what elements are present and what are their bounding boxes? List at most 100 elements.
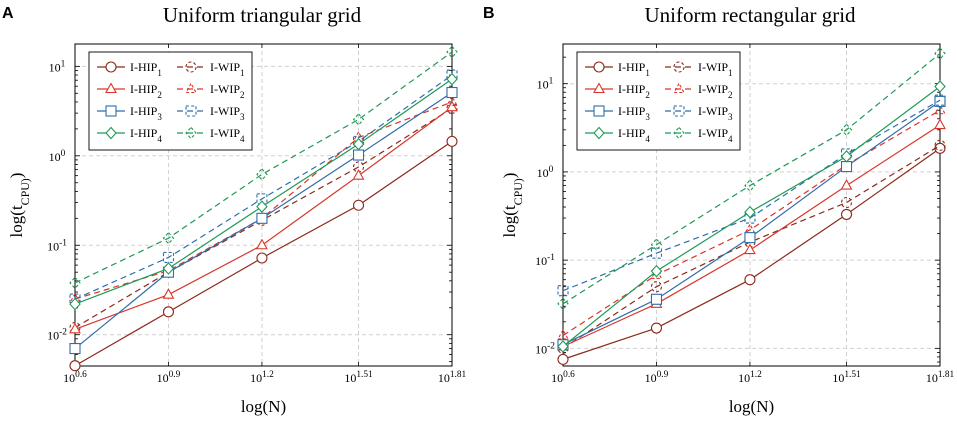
- legend-label: I-WIP3: [698, 104, 733, 122]
- x-tick-label: 101.81: [926, 370, 955, 385]
- legend-label: I-WIP3: [210, 104, 245, 122]
- data-point: [840, 178, 853, 190]
- data-point: [69, 342, 81, 355]
- series-line: [74, 74, 453, 300]
- y-minor-ticks: [75, 65, 452, 363]
- panel-letter: A: [2, 5, 14, 22]
- legend-marker: [593, 82, 605, 94]
- legend-label: I-WIP1: [210, 60, 245, 78]
- legend-marker: [105, 61, 117, 73]
- x-tick-label: 100.9: [157, 370, 181, 385]
- legend-label: I-WIP4: [210, 126, 245, 144]
- legend-label: I-WIP2: [698, 82, 733, 100]
- data-point: [446, 135, 458, 147]
- legend-label: I-WIP2: [210, 82, 245, 100]
- y-tick-label: 101: [537, 77, 554, 92]
- legend-label: I-HIP4: [618, 126, 650, 144]
- y-tick-label: 10-2: [535, 341, 555, 356]
- legend-marker: [673, 61, 685, 73]
- legend-label: I-WIP1: [698, 60, 733, 78]
- data-point: [840, 161, 853, 173]
- plot-frame: [562, 43, 941, 367]
- data-point: [256, 252, 268, 264]
- legend-marker: [593, 126, 605, 140]
- x-tick-label: 100.6: [551, 370, 575, 385]
- y-tick-label: 100: [49, 149, 66, 164]
- y-tick-label: 10-1: [47, 238, 67, 253]
- chart-title: Uniform triangular grid: [163, 3, 362, 27]
- series-line: [562, 53, 941, 305]
- data-point: [162, 262, 175, 275]
- data-point: [446, 100, 458, 112]
- series-i-hip1: [557, 142, 946, 365]
- x-axis-label: log(N): [241, 397, 286, 416]
- data-point: [256, 212, 268, 224]
- legend-marker: [593, 105, 605, 117]
- data-point: [162, 288, 175, 299]
- legend-label: I-HIP4: [130, 126, 162, 144]
- legend-marker: [105, 82, 117, 94]
- x-tick-label: 101.81: [438, 370, 467, 385]
- legend-marker: [105, 105, 117, 117]
- data-point: [162, 306, 175, 318]
- data-point: [352, 137, 365, 151]
- x-tick-label: 100.9: [645, 370, 669, 385]
- data-point: [840, 208, 853, 220]
- series-i-hip1: [69, 135, 458, 372]
- data-point: [934, 118, 946, 130]
- data-point: [650, 293, 663, 305]
- panel-letter: B: [483, 5, 495, 22]
- data-point: [69, 297, 81, 311]
- y-axis-label: log(tCPU)): [500, 173, 525, 238]
- data-point: [744, 274, 756, 286]
- data-point: [256, 238, 268, 250]
- x-tick-label: 101.51: [344, 370, 373, 385]
- y-tick-label: 10-2: [47, 328, 67, 343]
- data-point: [69, 360, 81, 372]
- series-i-hip2: [69, 100, 458, 334]
- plot-frame: [74, 43, 453, 367]
- data-point: [650, 264, 663, 278]
- legend-marker: [185, 61, 197, 73]
- series-i-wip4: [557, 47, 946, 311]
- legend: I-HIP1 I-WIP1 I-HIP2 I-WIP2 I-HIP3 I-WIP3 I-HI…: [88, 51, 253, 151]
- legend: I-HIP1 I-WIP1 I-HIP2 I-WIP2 I-HIP3 I-WIP3 I-HI…: [576, 51, 741, 151]
- x-axis-label: log(N): [729, 397, 774, 416]
- legend-label: I-HIP3: [130, 104, 162, 122]
- data-point: [934, 139, 946, 151]
- data-point: [934, 80, 946, 93]
- data-point: [557, 353, 569, 365]
- y-tick-label: 10-1: [535, 253, 555, 268]
- data-point: [446, 86, 458, 99]
- legend-label: I-HIP3: [618, 104, 650, 122]
- data-point: [256, 200, 268, 213]
- data-point: [352, 149, 365, 161]
- series-i-wip2: [557, 103, 946, 340]
- data-point: [352, 169, 365, 180]
- series-i-hip4: [557, 80, 946, 353]
- data-point: [744, 205, 756, 219]
- chart-panel-b: B Uniform rectangular grid 10-2 10-1 100 101 1…: [483, 3, 955, 416]
- x-tick-label: 101.2: [250, 370, 274, 385]
- data-point: [744, 243, 756, 255]
- data-point: [352, 199, 365, 211]
- series-line: [562, 109, 941, 336]
- legend-label: I-HIP1: [618, 60, 650, 78]
- legend-label: I-HIP2: [618, 82, 650, 100]
- data-point: [650, 281, 663, 293]
- x-tick-label: 101.51: [832, 370, 861, 385]
- legend-label: I-HIP1: [130, 60, 162, 78]
- y-tick-label: 100: [537, 165, 554, 180]
- data-point: [650, 322, 663, 334]
- data-point: [840, 196, 853, 209]
- x-tick-label: 101.2: [738, 370, 762, 385]
- series-i-hip4: [69, 72, 458, 311]
- legend-label: I-WIP4: [698, 126, 733, 144]
- data-point: [744, 232, 756, 244]
- y-tick-label: 101: [49, 59, 66, 74]
- series-i-wip3: [69, 69, 458, 305]
- data-point: [446, 72, 458, 86]
- x-tick-label: 100.6: [63, 370, 87, 385]
- legend-marker: [593, 61, 605, 73]
